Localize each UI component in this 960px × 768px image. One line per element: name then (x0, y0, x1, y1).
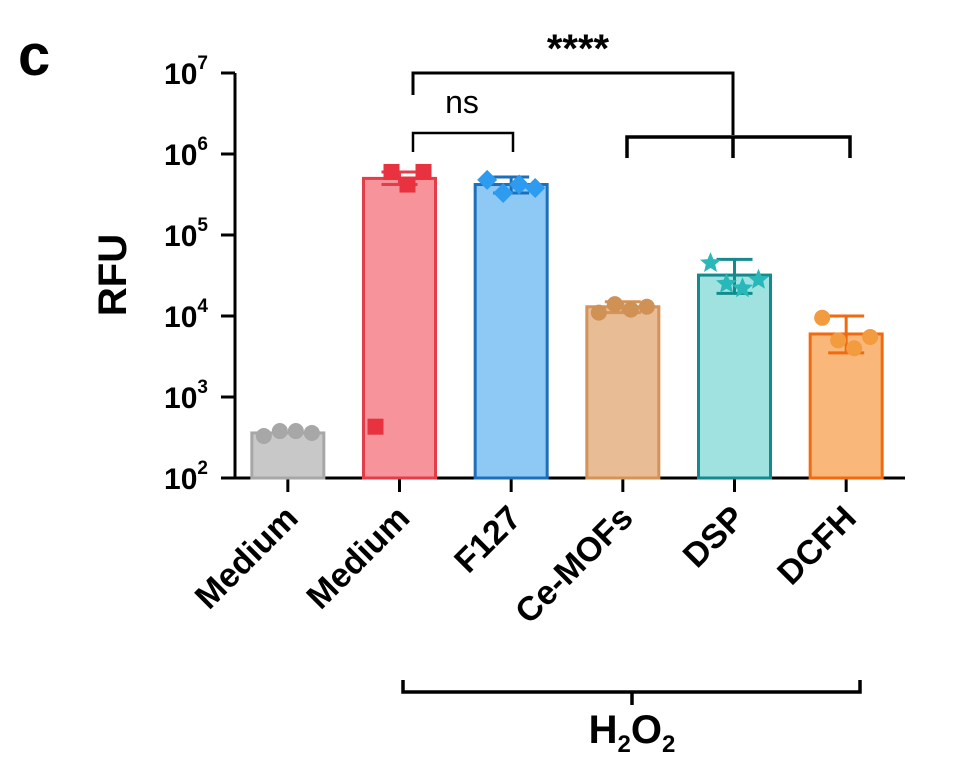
point-3-2 (622, 301, 639, 318)
category-label-3: Ce-MOFs (508, 499, 640, 631)
y-tick-label-2: 104 (164, 296, 208, 334)
stars-bracket: **** (411, 27, 852, 158)
category-label-2: F127 (447, 499, 529, 581)
y-tick-label-5: 107 (164, 53, 208, 91)
point-1-3 (415, 163, 432, 180)
point-2-2 (509, 174, 530, 195)
point-1-0 (367, 418, 384, 435)
point-2-0 (477, 169, 498, 190)
point-4-2 (732, 277, 753, 298)
stars-label: **** (547, 27, 610, 71)
x-ticks (286, 478, 848, 492)
bar-1 (362, 176, 437, 480)
point-3-0 (590, 304, 607, 321)
stars-bracket-upper (411, 71, 735, 135)
bar-3 (585, 305, 661, 480)
point-4-3 (748, 268, 769, 289)
ns-bracket-line (411, 131, 515, 152)
h2o2-group-bracket: H2O2 (401, 680, 862, 758)
stars-bracket-lower (625, 135, 852, 158)
point-5-2 (846, 340, 863, 357)
y-ticks: 102 103 104 105 106 107 (164, 53, 235, 496)
y-tick-label-4: 106 (164, 134, 208, 172)
y-axis-title: RFU (91, 234, 135, 316)
point-4-0 (700, 252, 721, 272)
point-2-1 (493, 183, 514, 204)
group-bracket-label: H2O2 (589, 708, 676, 758)
point-4-1 (716, 272, 737, 293)
bar-5 (808, 332, 884, 480)
point-0-3 (303, 424, 320, 441)
point-5-0 (814, 309, 831, 326)
point-0-1 (271, 423, 288, 440)
category-label-1: Medium (299, 499, 417, 617)
y-tick-label-0: 102 (164, 458, 208, 496)
group-bracket-line (401, 680, 862, 705)
point-5-1 (830, 332, 847, 349)
y-tick-label-3: 105 (164, 215, 208, 253)
point-3-1 (606, 296, 623, 313)
bars (250, 176, 884, 480)
point-1-2 (399, 176, 416, 193)
y-tick-label-1: 103 (164, 377, 208, 415)
point-3-3 (638, 298, 655, 315)
category-label-4: DSP (676, 499, 752, 575)
point-2-3 (525, 178, 546, 199)
point-5-3 (862, 329, 879, 346)
ns-label: ns (445, 84, 479, 120)
panel-label: c (18, 23, 50, 88)
bar-4 (697, 273, 772, 480)
data-points (255, 163, 879, 445)
category-label-0: Medium (188, 499, 306, 617)
ns-bracket: ns (411, 84, 515, 152)
category-label-5: DCFH (770, 499, 864, 593)
bar-2 (473, 183, 549, 480)
point-1-1 (383, 163, 400, 180)
point-0-0 (255, 428, 272, 445)
point-0-2 (287, 423, 304, 440)
